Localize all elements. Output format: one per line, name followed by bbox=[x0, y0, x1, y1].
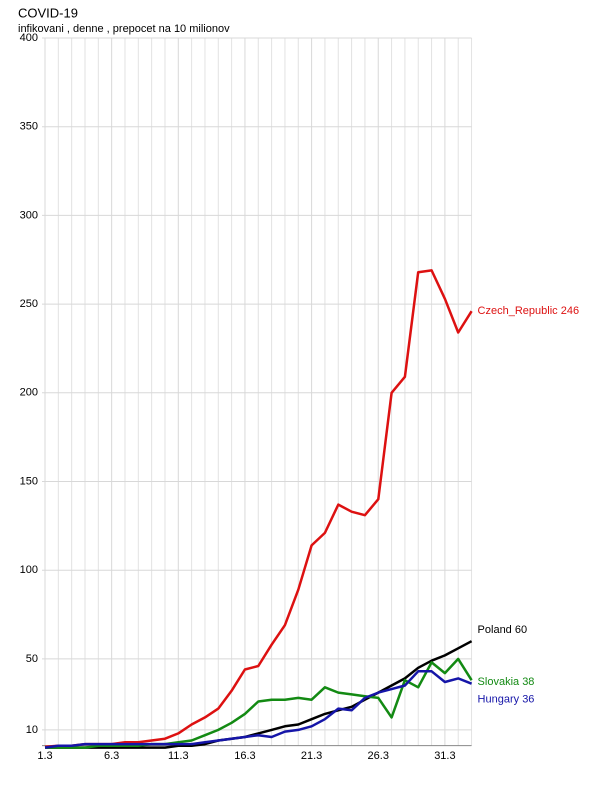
series-name: Slovakia bbox=[478, 676, 520, 688]
y-tick-label: 100 bbox=[20, 564, 38, 576]
series-last-value: 60 bbox=[515, 624, 527, 636]
series-last-value: 246 bbox=[561, 305, 579, 317]
series-line bbox=[45, 657, 473, 749]
y-tick-label: 150 bbox=[20, 475, 38, 487]
chart-subtitle: infikovani , denne , prepocet na 10 mili… bbox=[18, 23, 230, 35]
series-name: Czech_Republic bbox=[478, 305, 559, 317]
y-tick-label: 400 bbox=[20, 32, 38, 44]
series-label: Poland 60 bbox=[478, 624, 528, 636]
series-label: Slovakia 38 bbox=[478, 676, 535, 688]
series-label: Czech_Republic 246 bbox=[478, 305, 580, 317]
x-tick-label: 26.3 bbox=[368, 750, 389, 762]
y-tick-label: 250 bbox=[20, 298, 38, 310]
x-tick-label: 11.3 bbox=[168, 750, 189, 762]
x-tick-label: 21.3 bbox=[301, 750, 322, 762]
y-tick-label: 300 bbox=[20, 209, 38, 221]
series-label: Hungary 36 bbox=[478, 694, 535, 706]
series-line bbox=[44, 670, 473, 749]
series-last-value: 36 bbox=[522, 694, 534, 706]
y-tick-label: 10 bbox=[26, 724, 38, 736]
x-tick-label: 16.3 bbox=[234, 750, 255, 762]
y-tick-label: 350 bbox=[20, 121, 38, 133]
series-name: Hungary bbox=[478, 694, 520, 706]
series-name: Poland bbox=[478, 624, 512, 636]
chart-title: COVID-19 bbox=[18, 5, 78, 20]
x-tick-label: 1.3 bbox=[37, 750, 52, 762]
y-tick-label: 200 bbox=[20, 387, 38, 399]
x-tick-label: 31.3 bbox=[434, 750, 455, 762]
series-line bbox=[45, 640, 473, 749]
y-tick-label: 50 bbox=[26, 653, 38, 665]
x-tick-label: 6.3 bbox=[104, 750, 119, 762]
series-last-value: 38 bbox=[522, 676, 534, 688]
